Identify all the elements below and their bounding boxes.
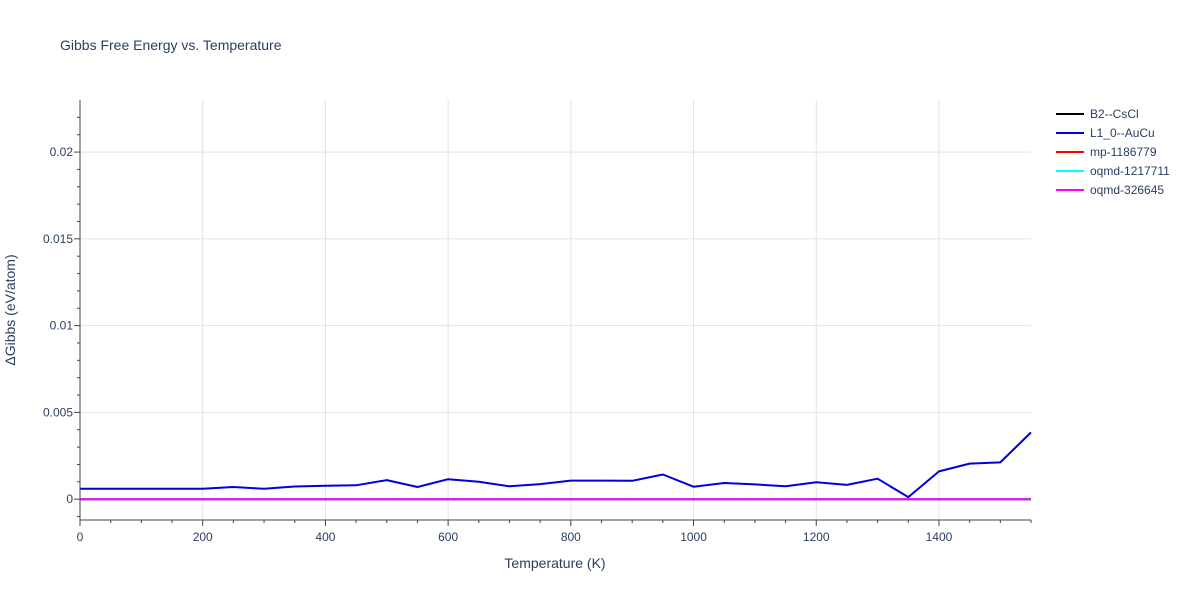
legend-label: mp-1186779 (1090, 145, 1157, 159)
y-tick-label: 0.01 (50, 319, 74, 333)
x-tick-label: 0 (77, 530, 84, 544)
x-tick-label: 1000 (680, 530, 707, 544)
legend-item[interactable]: B2--CsCl (1056, 107, 1139, 121)
axes (74, 100, 1032, 526)
series-line-l1-0-aucu (80, 431, 1032, 499)
legend-item[interactable]: mp-1186779 (1056, 145, 1157, 159)
y-tick-label: 0.02 (50, 145, 74, 159)
legend-label: B2--CsCl (1090, 107, 1139, 121)
x-tick-label: 600 (438, 530, 458, 544)
x-tick-label: 400 (315, 530, 335, 544)
chart-title: Gibbs Free Energy vs. Temperature (60, 37, 282, 53)
legend-label: oqmd-1217711 (1090, 164, 1170, 178)
x-tick-label: 1200 (803, 530, 830, 544)
x-tick-label: 200 (193, 530, 213, 544)
legend-item[interactable]: oqmd-326645 (1056, 183, 1164, 197)
x-tick-label: 1400 (926, 530, 953, 544)
grid (80, 100, 1031, 520)
legend[interactable]: B2--CsCl L1_0--AuCu mp-1186779 oqmd-1217711… (1056, 107, 1170, 197)
y-tick-label: 0.005 (43, 405, 73, 419)
x-tick-labels: 0 200 400 600 800 1000 1200 1400 (77, 530, 953, 544)
y-tick-labels: 0 0.005 0.01 0.015 0.02 (43, 145, 73, 506)
plot-lines (80, 431, 1032, 501)
y-tick-label: 0 (66, 492, 73, 506)
y-axis-title: ΔGibbs (eV/atom) (2, 254, 18, 365)
legend-label: L1_0--AuCu (1090, 126, 1155, 140)
x-tick-label: 800 (561, 530, 581, 544)
legend-item[interactable]: L1_0--AuCu (1056, 126, 1155, 140)
x-axis-title: Temperature (K) (504, 555, 605, 571)
legend-label: oqmd-326645 (1090, 183, 1164, 197)
y-tick-label: 0.015 (43, 232, 73, 246)
legend-item[interactable]: oqmd-1217711 (1056, 164, 1170, 178)
